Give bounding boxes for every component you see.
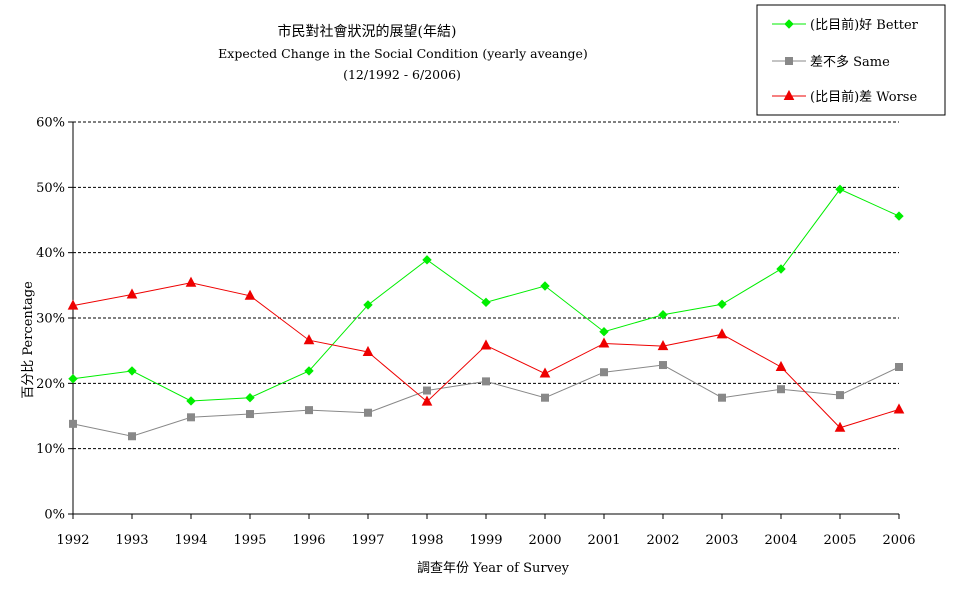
data-point-better — [127, 366, 137, 376]
data-point-same — [836, 391, 844, 400]
y-tick-label: 10% — [36, 442, 65, 457]
data-point-better — [540, 281, 550, 291]
data-point-same — [305, 406, 313, 415]
x-tick-label: 2001 — [587, 533, 620, 548]
x-tick-label: 1992 — [56, 533, 89, 548]
legend-label-better: (比目前)好 Better — [810, 17, 919, 33]
data-point-worse — [67, 299, 79, 310]
data-point-worse — [657, 340, 669, 351]
x-tick-label: 2003 — [705, 533, 738, 548]
data-point-better — [481, 297, 491, 308]
data-point-better — [835, 184, 845, 195]
x-tick-label: 1996 — [292, 533, 325, 548]
x-tick-label: 2002 — [646, 533, 679, 548]
data-point-same — [246, 410, 254, 419]
data-point-worse — [362, 345, 374, 356]
legend: (比目前)好 Better 差不多 Same (比目前)差 Worse — [756, 4, 946, 116]
x-tick-label: 1999 — [469, 533, 502, 548]
data-point-same — [187, 413, 195, 422]
legend-label-same: 差不多 Same — [810, 54, 890, 70]
series-group — [67, 184, 905, 441]
x-tick-label: 2004 — [764, 533, 797, 548]
data-point-same — [659, 361, 667, 370]
data-point-same — [777, 385, 785, 394]
data-point-worse — [421, 395, 433, 406]
x-tick-label: 2005 — [823, 533, 856, 548]
x-tick-label: 2006 — [882, 533, 915, 548]
legend-marker-worse — [783, 89, 795, 100]
y-tick-label: 60% — [36, 116, 65, 131]
data-point-better — [422, 255, 432, 265]
data-point-worse — [598, 337, 610, 348]
data-point-same — [69, 419, 77, 428]
data-point-worse — [480, 339, 492, 350]
data-point-better — [68, 374, 78, 384]
x-tick-label: 2000 — [528, 533, 561, 548]
data-point-better — [363, 300, 373, 310]
data-point-better — [776, 264, 786, 274]
data-point-better — [658, 310, 668, 320]
x-tick-label: 1994 — [174, 533, 207, 548]
data-point-same — [600, 368, 608, 377]
data-point-worse — [716, 328, 728, 339]
y-tick-labels: 0% 10% 20% 30% 40% 50% 60% — [36, 116, 65, 523]
data-point-worse — [244, 289, 256, 300]
series-line-better — [72, 188, 900, 402]
data-point-better — [599, 327, 609, 337]
chart-date-range: (12/1992 - 6/2006) — [343, 67, 461, 82]
data-point-better — [186, 396, 196, 406]
data-point-better — [894, 211, 904, 221]
x-tick-label: 1993 — [115, 533, 148, 548]
y-tick-label: 50% — [36, 181, 65, 196]
data-point-worse — [185, 276, 197, 287]
data-point-worse — [126, 288, 138, 299]
y-tick-label: 20% — [36, 377, 65, 392]
data-point-same — [718, 393, 726, 402]
legend-marker-better — [784, 19, 794, 29]
grid-lines — [68, 121, 899, 515]
x-axis-label: 調查年份 Year of Survey — [417, 561, 570, 576]
x-tick-label: 1998 — [410, 533, 443, 548]
x-tick-label: 1995 — [233, 533, 266, 548]
data-point-worse — [303, 334, 315, 345]
x-tick-label: 1997 — [351, 533, 384, 548]
legend-label-worse: (比目前)差 Worse — [810, 89, 917, 105]
data-point-same — [423, 386, 431, 395]
data-point-worse — [834, 421, 846, 432]
y-tick-label: 30% — [36, 312, 65, 327]
data-point-worse — [893, 403, 905, 414]
y-tick-label: 40% — [36, 246, 65, 261]
data-point-same — [895, 363, 903, 371]
data-point-same — [482, 377, 490, 386]
data-point-same — [541, 393, 549, 402]
data-point-same — [128, 432, 136, 441]
y-axis-label: 百分比 Percentage — [21, 281, 36, 399]
chart-subtitle: Expected Change in the Social Condition … — [218, 46, 588, 61]
y-tick-label: 0% — [44, 508, 65, 523]
data-point-worse — [775, 360, 787, 371]
legend-marker-same — [785, 57, 793, 65]
data-point-worse — [539, 367, 551, 378]
data-point-better — [717, 299, 727, 309]
x-tick-labels: 1992 1993 1994 1995 1996 1997 1998 1999 2000 2001… — [56, 514, 916, 548]
chart-title: 市民對社會狀況的展望(年結) — [278, 23, 457, 40]
data-point-better — [245, 392, 255, 403]
data-point-better — [304, 366, 314, 376]
data-point-same — [364, 408, 372, 417]
